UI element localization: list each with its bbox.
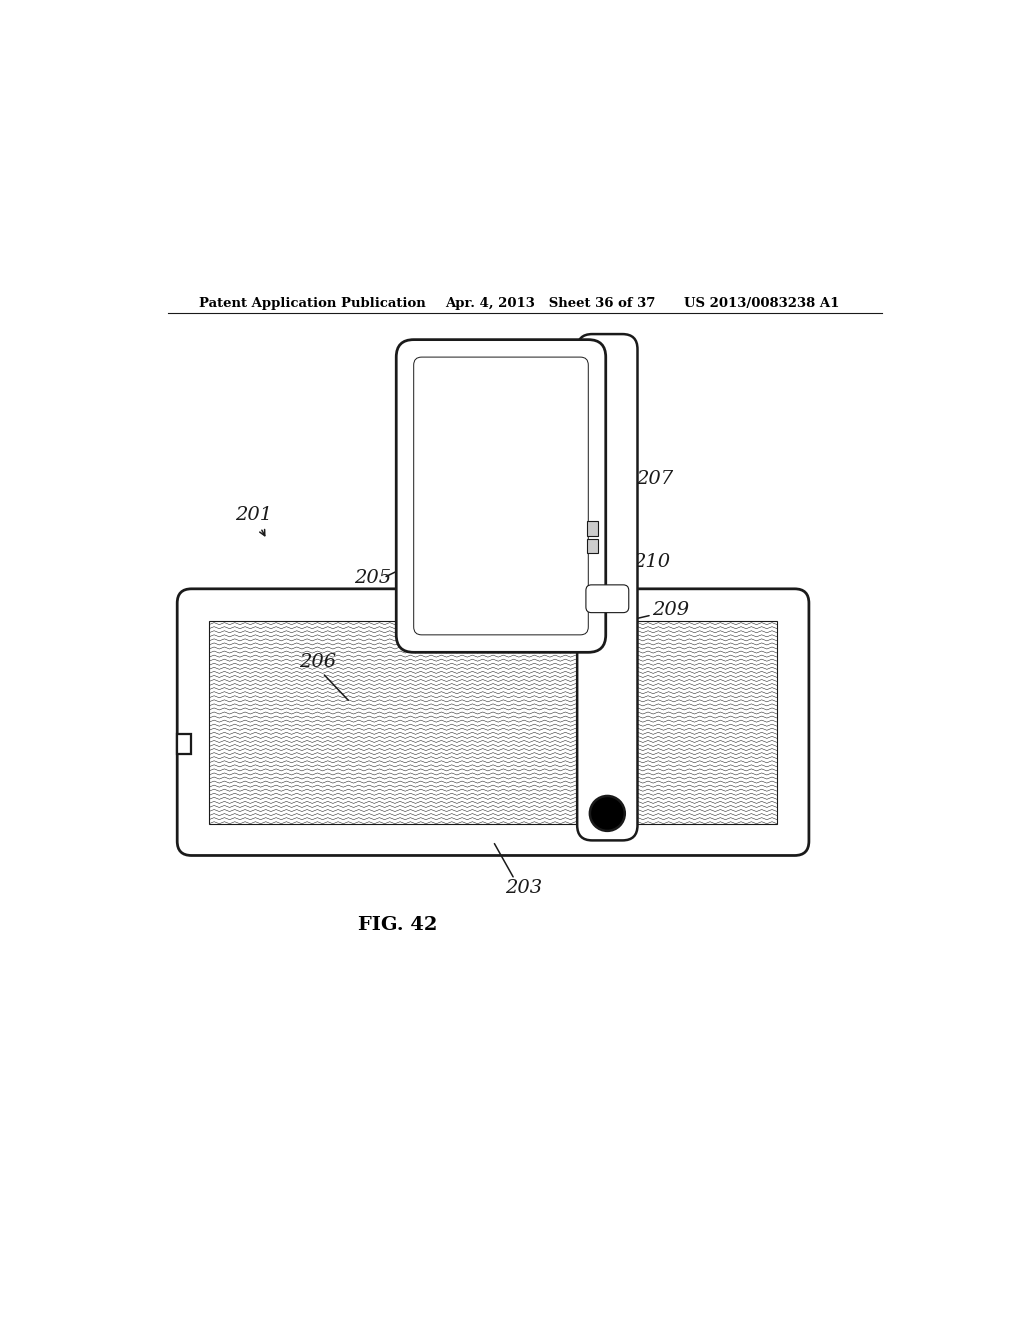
Text: US 2013/0083238 A1: US 2013/0083238 A1 [684, 297, 839, 310]
FancyBboxPatch shape [414, 358, 588, 635]
Text: 209: 209 [652, 601, 689, 619]
Bar [587, 521, 598, 536]
FancyBboxPatch shape [396, 339, 606, 652]
Bar [587, 539, 598, 553]
Text: 207: 207 [636, 470, 673, 488]
Bar [209, 620, 777, 824]
Text: 210: 210 [634, 553, 671, 572]
FancyBboxPatch shape [586, 585, 629, 612]
Text: FIG. 42: FIG. 42 [358, 916, 437, 933]
Text: 205: 205 [354, 569, 391, 587]
Text: 201: 201 [236, 506, 272, 524]
Text: Apr. 4, 2013   Sheet 36 of 37: Apr. 4, 2013 Sheet 36 of 37 [445, 297, 655, 310]
Circle shape [590, 796, 625, 830]
FancyBboxPatch shape [578, 334, 638, 841]
Text: 206: 206 [299, 652, 336, 671]
Text: Patent Application Publication: Patent Application Publication [200, 297, 426, 310]
Text: 203: 203 [505, 879, 542, 896]
FancyBboxPatch shape [177, 589, 809, 855]
Bar [177, 734, 191, 754]
